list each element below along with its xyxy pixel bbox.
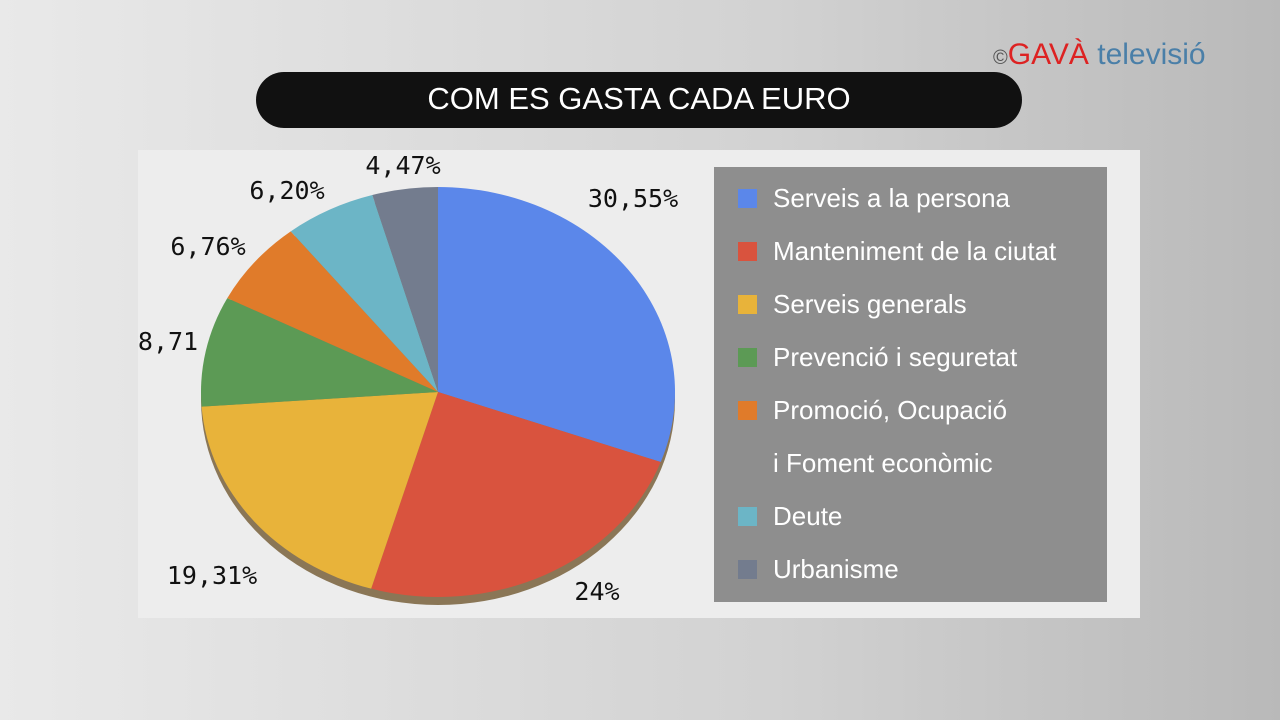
value-label: 19,31% bbox=[167, 561, 257, 590]
legend-swatch bbox=[738, 189, 757, 208]
legend-label: Deute bbox=[773, 501, 843, 531]
pie-slice bbox=[438, 187, 675, 463]
legend-label: Urbanisme bbox=[773, 554, 899, 584]
legend-label: Serveis generals bbox=[773, 289, 967, 319]
legend: Serveis a la persona Manteniment de la ci… bbox=[714, 167, 1107, 602]
pie-slice bbox=[372, 187, 438, 392]
logo-suffix: televisió bbox=[1097, 38, 1206, 71]
legend-swatch bbox=[738, 348, 757, 367]
legend-item: Prevenció i seguretat bbox=[714, 331, 1107, 384]
value-label: 24% bbox=[574, 577, 619, 606]
legend-item: Promoció, Ocupació i Foment econòmic bbox=[714, 384, 1107, 490]
legend-swatch bbox=[738, 507, 757, 526]
logo-symbol: © bbox=[993, 47, 1008, 69]
value-label: 4,47% bbox=[365, 151, 440, 180]
legend-swatch bbox=[738, 560, 757, 579]
legend-item: Serveis generals bbox=[714, 278, 1107, 331]
logo-brand: GAVÀ bbox=[1007, 38, 1089, 71]
legend-item: Deute bbox=[714, 490, 1107, 543]
value-label: 8,71 bbox=[138, 327, 198, 356]
pie-slice bbox=[371, 392, 661, 597]
legend-swatch bbox=[738, 242, 757, 261]
legend-label: Manteniment de la ciutat bbox=[773, 236, 1057, 266]
logo: ©GAVÀ televisió bbox=[993, 38, 1206, 72]
pie-slice bbox=[200, 298, 438, 407]
pie-slice bbox=[290, 195, 438, 392]
pie-slice bbox=[227, 231, 438, 392]
value-label: 30,55% bbox=[588, 184, 678, 213]
legend-label: Serveis a la persona bbox=[773, 183, 1011, 213]
pie-slice bbox=[201, 392, 438, 589]
legend-label: Prevenció i seguretat bbox=[773, 342, 1018, 372]
title-pill bbox=[256, 72, 1022, 128]
legend-item: Manteniment de la ciutat bbox=[714, 225, 1107, 278]
legend-label: Promoció, Ocupació i Foment econòmic bbox=[773, 395, 1008, 478]
value-label: 6,20% bbox=[249, 176, 324, 205]
legend-swatch bbox=[738, 295, 757, 314]
legend-swatch bbox=[738, 401, 757, 420]
legend-item: Serveis a la persona bbox=[714, 172, 1107, 225]
legend-item: Urbanisme bbox=[714, 543, 1107, 596]
value-label: 6,76% bbox=[170, 232, 245, 261]
chart-title: COM ES GASTA CADA EURO bbox=[427, 81, 850, 116]
